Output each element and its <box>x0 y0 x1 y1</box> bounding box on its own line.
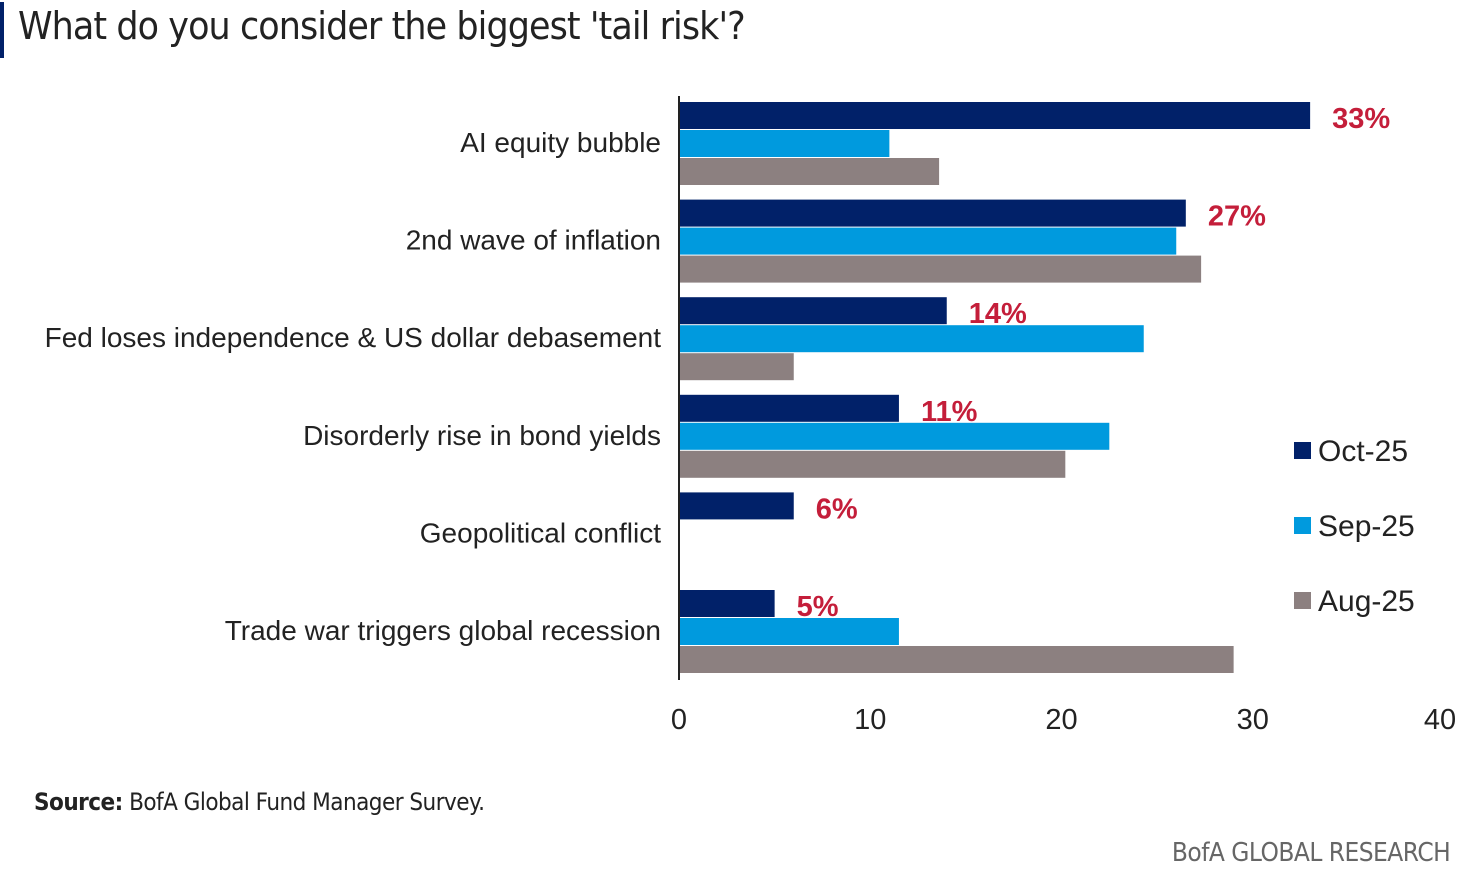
bar-sep-25-trade-war-triggers-global-recession <box>679 618 899 645</box>
bar-sep-25-ai-equity-bubble <box>679 130 890 157</box>
x-tick-label-10: 10 <box>854 704 886 736</box>
data-label-geopolitical-conflict: 6% <box>816 493 858 525</box>
legend-swatch-oct-25 <box>1294 442 1311 459</box>
legend-label-sep-25: Sep-25 <box>1318 510 1415 543</box>
bar-oct-25-ai-equity-bubble <box>679 102 1311 129</box>
bar-aug-25-ai-equity-bubble <box>679 158 940 185</box>
bar-oct-25-trade-war-triggers-global-recession <box>679 590 775 617</box>
x-tick-label-40: 40 <box>1424 704 1456 736</box>
x-tick-label-0: 0 <box>671 704 687 736</box>
chart-title: What do you consider the biggest 'tail r… <box>18 4 746 48</box>
source-text: BofA Global Fund Manager Survey. <box>129 788 485 816</box>
bar-aug-25-2nd-wave-of-inflation <box>679 255 1202 283</box>
data-label-disorderly-rise-in-bond-yields: 11% <box>921 396 978 428</box>
footer-brand: BofA GLOBAL RESEARCH <box>1171 838 1451 868</box>
x-tick-label-30: 30 <box>1237 704 1269 736</box>
bar-sep-25-fed-loses-independence-us-dollar-debasement <box>679 325 1144 353</box>
bar-aug-25-disorderly-rise-in-bond-yields <box>679 450 1066 478</box>
category-label-trade-war-triggers-global-recession: Trade war triggers global recession <box>225 615 661 646</box>
source-note: Source: BofA Global Fund Manager Survey. <box>34 788 485 816</box>
data-label-fed-loses-independence-us-dollar-debasement: 14% <box>969 298 1027 330</box>
bar-aug-25-trade-war-triggers-global-recession <box>679 646 1234 673</box>
legend-swatch-sep-25 <box>1294 517 1311 534</box>
category-label-geopolitical-conflict: Geopolitical conflict <box>420 517 661 548</box>
category-label-disorderly-rise-in-bond-yields: Disorderly rise in bond yields <box>303 420 661 451</box>
bar-oct-25-2nd-wave-of-inflation <box>679 199 1186 227</box>
legend-label-aug-25: Aug-25 <box>1318 585 1415 618</box>
bar-oct-25-fed-loses-independence-us-dollar-debasement <box>679 297 947 325</box>
source-label: Source: <box>34 788 123 816</box>
data-label-trade-war-triggers-global-recession: 5% <box>797 591 839 623</box>
category-label-2nd-wave-of-inflation: 2nd wave of inflation <box>406 225 661 256</box>
data-label-ai-equity-bubble: 33% <box>1332 103 1390 135</box>
legend-label-oct-25: Oct-25 <box>1318 435 1408 468</box>
bar-oct-25-disorderly-rise-in-bond-yields <box>679 394 899 422</box>
bar-sep-25-2nd-wave-of-inflation <box>679 227 1177 255</box>
x-tick-label-20: 20 <box>1045 704 1077 736</box>
bar-sep-25-disorderly-rise-in-bond-yields <box>679 422 1110 450</box>
bar-aug-25-fed-loses-independence-us-dollar-debasement <box>679 353 794 381</box>
category-label-fed-loses-independence-us-dollar-debasement: Fed loses independence & US dollar debas… <box>45 322 662 353</box>
bar-oct-25-geopolitical-conflict <box>679 492 794 520</box>
legend-swatch-aug-25 <box>1294 592 1311 609</box>
data-label-2nd-wave-of-inflation: 27% <box>1208 201 1266 233</box>
category-label-ai-equity-bubble: AI equity bubble <box>460 127 661 158</box>
title-accent-bar <box>0 2 4 58</box>
